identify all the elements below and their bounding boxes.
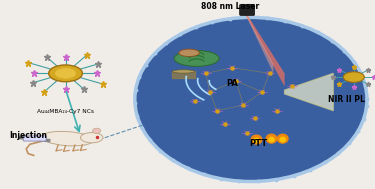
Ellipse shape xyxy=(253,138,260,143)
Ellipse shape xyxy=(93,128,101,133)
Circle shape xyxy=(344,72,364,82)
Ellipse shape xyxy=(174,50,219,66)
Polygon shape xyxy=(245,15,285,86)
Ellipse shape xyxy=(277,133,289,144)
Ellipse shape xyxy=(81,132,103,143)
Circle shape xyxy=(49,65,82,82)
Polygon shape xyxy=(172,71,195,78)
Ellipse shape xyxy=(266,133,278,144)
Text: Au₄₄MBA₂₄-Cy7 NCs: Au₄₄MBA₂₄-Cy7 NCs xyxy=(37,109,94,114)
Text: Injection: Injection xyxy=(9,131,47,140)
FancyBboxPatch shape xyxy=(23,136,46,141)
Ellipse shape xyxy=(135,17,367,182)
Ellipse shape xyxy=(172,70,195,73)
Text: PA: PA xyxy=(226,79,238,88)
Text: 808 nm Laser: 808 nm Laser xyxy=(201,2,260,11)
Text: NIR II PL: NIR II PL xyxy=(328,95,364,104)
Polygon shape xyxy=(246,15,273,73)
Ellipse shape xyxy=(42,131,93,146)
Polygon shape xyxy=(285,73,333,111)
Text: PTT: PTT xyxy=(249,139,267,148)
Ellipse shape xyxy=(268,137,275,143)
Circle shape xyxy=(55,68,76,79)
Ellipse shape xyxy=(279,137,286,143)
FancyBboxPatch shape xyxy=(240,4,255,15)
Ellipse shape xyxy=(179,49,200,57)
Ellipse shape xyxy=(251,134,262,145)
